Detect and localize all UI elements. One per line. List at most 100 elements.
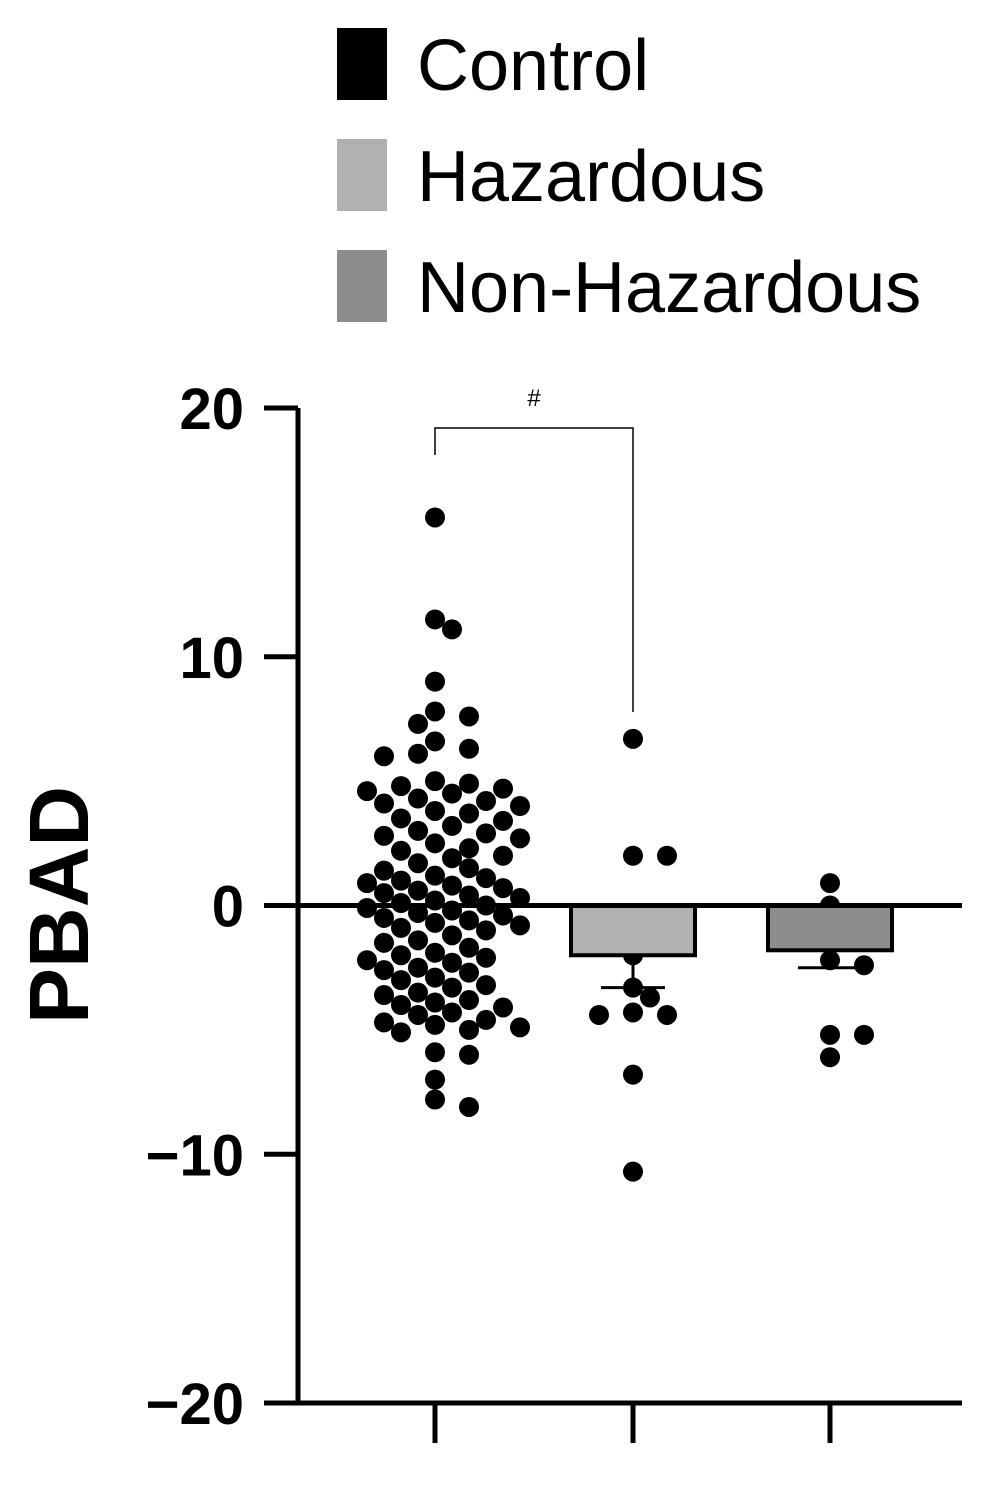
data-point-control	[459, 773, 479, 794]
data-point-control	[493, 905, 513, 926]
data-point-control	[425, 800, 445, 821]
data-point-control	[510, 915, 530, 936]
data-point-hazardous	[640, 987, 660, 1008]
data-point-control	[374, 883, 394, 904]
y-axis-label: PBAD	[12, 786, 106, 1024]
legend-label-non-hazardous: Non-Hazardous	[417, 248, 921, 328]
data-point-control	[425, 771, 445, 792]
data-point-control	[408, 880, 428, 901]
legend-label-control: Control	[417, 26, 649, 106]
y-tick-label: 20	[179, 377, 244, 442]
data-point-control	[374, 860, 394, 881]
data-point-control	[442, 1002, 462, 1023]
data-point-control	[425, 1014, 445, 1035]
data-point-control	[476, 947, 496, 968]
y-tick-label: 10	[179, 626, 244, 691]
data-point-control	[391, 1022, 411, 1043]
data-point-control	[374, 793, 394, 814]
data-point-control	[391, 840, 411, 861]
data-point-control	[374, 746, 394, 767]
data-point-control	[408, 743, 428, 764]
data-point-control	[510, 1017, 530, 1038]
data-point-control	[442, 875, 462, 896]
data-point-control	[408, 820, 428, 841]
data-point-control	[476, 975, 496, 996]
data-point-control	[442, 815, 462, 836]
data-point-control	[408, 1004, 428, 1025]
data-point-control	[493, 810, 513, 831]
data-point-control	[442, 619, 462, 640]
data-point-control	[425, 865, 445, 886]
data-point-control	[408, 930, 428, 951]
bar-non-hazardous	[766, 903, 894, 953]
data-point-control	[459, 910, 479, 931]
data-point-non-hazardous	[854, 955, 874, 976]
data-point-control	[391, 970, 411, 991]
data-point-control	[459, 937, 479, 958]
data-point-control	[425, 731, 445, 752]
data-point-control	[476, 791, 496, 812]
data-point-control	[408, 713, 428, 734]
data-points	[357, 507, 874, 1182]
data-point-control	[459, 738, 479, 759]
data-point-control	[459, 1044, 479, 1065]
data-point-control	[425, 992, 445, 1013]
data-point-control	[408, 788, 428, 809]
data-point-control	[391, 917, 411, 938]
legend-swatch-non-hazardous	[337, 250, 387, 322]
data-point-control	[408, 853, 428, 874]
data-point-control	[493, 845, 513, 866]
data-point-control	[442, 925, 462, 946]
data-point-control	[493, 997, 513, 1018]
data-point-control	[391, 945, 411, 966]
data-point-control	[459, 803, 479, 824]
data-point-control	[459, 858, 479, 879]
data-point-control	[476, 868, 496, 889]
data-point-control	[374, 907, 394, 928]
data-point-non-hazardous	[820, 1047, 840, 1068]
data-point-control	[425, 1042, 445, 1063]
data-point-control	[425, 1069, 445, 1090]
data-point-control	[493, 878, 513, 899]
data-point-control	[425, 912, 445, 933]
data-point-control	[425, 942, 445, 963]
data-point-hazardous	[623, 728, 643, 749]
data-point-control	[391, 776, 411, 797]
data-point-control	[459, 962, 479, 983]
data-point-control	[459, 706, 479, 727]
legend-label-hazardous: Hazardous	[417, 137, 765, 217]
legend-swatch-hazardous	[337, 139, 387, 211]
data-point-control	[442, 783, 462, 804]
data-point-control	[459, 838, 479, 859]
data-point-hazardous	[657, 1004, 677, 1025]
legend-swatch-control	[337, 28, 387, 100]
data-point-control	[510, 796, 530, 816]
data-point-control	[493, 778, 513, 799]
data-point-control	[459, 1096, 479, 1117]
data-point-control	[425, 507, 445, 528]
bars	[569, 903, 894, 990]
data-point-control	[425, 701, 445, 722]
data-point-control	[476, 1009, 496, 1030]
data-point-hazardous	[657, 845, 677, 866]
data-point-control	[425, 1089, 445, 1110]
bar-hazardous	[569, 903, 697, 958]
data-point-non-hazardous	[820, 873, 840, 894]
data-point-control	[459, 885, 479, 906]
data-point-non-hazardous	[854, 1024, 874, 1045]
y-tick-label: −20	[146, 1372, 244, 1437]
data-point-control	[476, 823, 496, 844]
data-point-hazardous	[623, 1161, 643, 1182]
data-point-control	[459, 1019, 479, 1040]
data-point-control	[357, 781, 377, 802]
legend: Control Hazardous Non-Hazardous	[337, 26, 921, 328]
data-point-hazardous	[623, 845, 643, 866]
data-point-control	[425, 833, 445, 854]
significance-label: #	[527, 385, 541, 412]
data-point-control	[391, 870, 411, 891]
data-point-control	[374, 825, 394, 846]
data-point-hazardous	[623, 1064, 643, 1085]
data-point-control	[408, 957, 428, 978]
data-point-non-hazardous	[820, 1024, 840, 1045]
data-point-hazardous	[589, 1004, 609, 1025]
